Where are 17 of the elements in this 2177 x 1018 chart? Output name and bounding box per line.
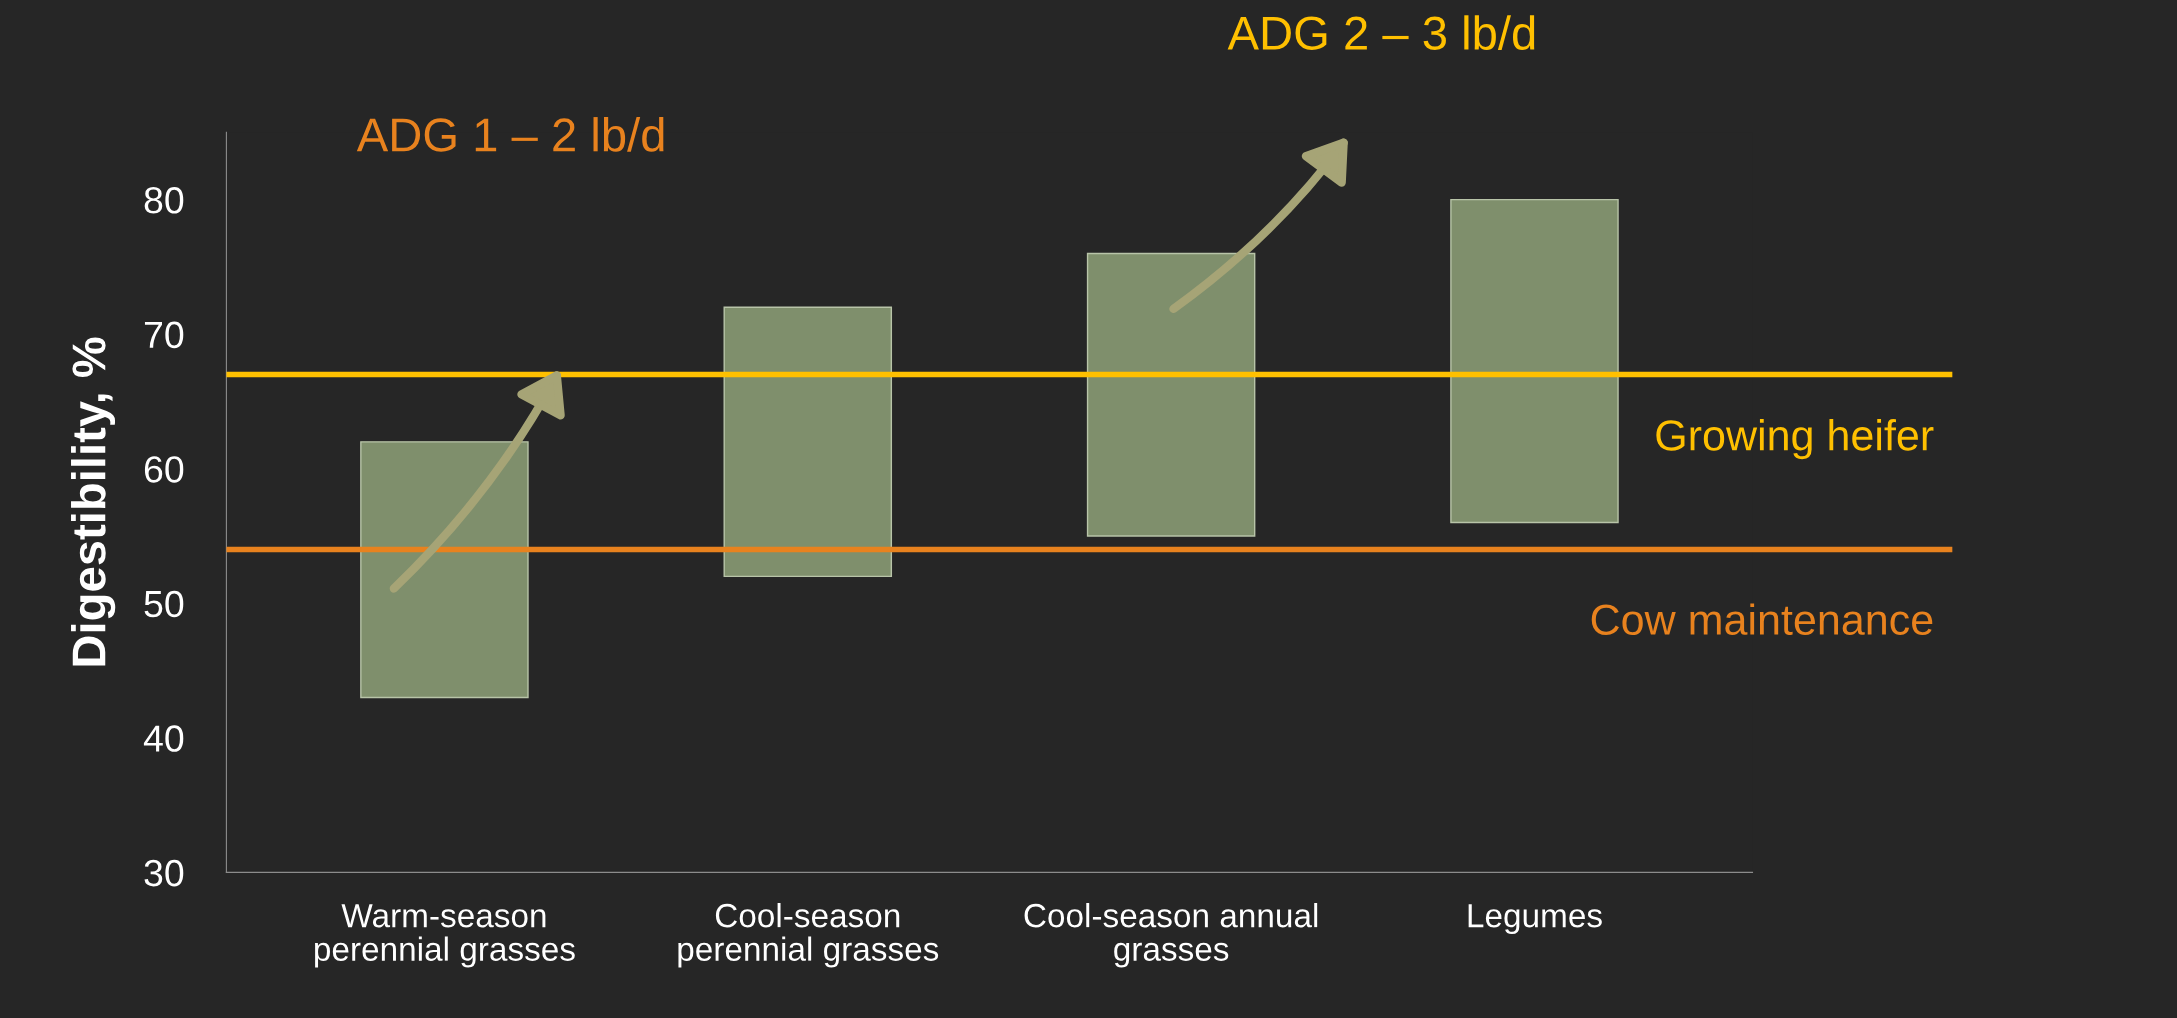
x-tick-label: Legumes: [1468, 904, 1602, 935]
y-tick-label: 80: [144, 187, 184, 214]
x-tick-label: Cool-season annual grasses: [1024, 902, 1318, 968]
y-tick-label: 60: [144, 456, 184, 483]
ref-line-label: Cow maintenance: [1591, 603, 1933, 636]
y-axis-title: Digestibility, %: [71, 337, 116, 666]
x-tick-label: Cool-season perennial grasses: [678, 902, 939, 968]
bar: [723, 306, 893, 578]
annotation: ADG 1 – 2 lb/d: [356, 117, 664, 152]
x-tick-label: Warm-season perennial grasses: [315, 904, 575, 968]
bar: [1450, 198, 1619, 524]
ref-line-label: Growing heifer: [1656, 419, 1934, 460]
y-tick-label: 40: [143, 725, 184, 752]
y-tick-label: 30: [144, 859, 184, 887]
y-tick-label: 70: [144, 321, 184, 349]
y-tick-label: 50: [144, 590, 184, 618]
text: ADG 2 – 3 lb/d: [1227, 15, 1535, 50]
